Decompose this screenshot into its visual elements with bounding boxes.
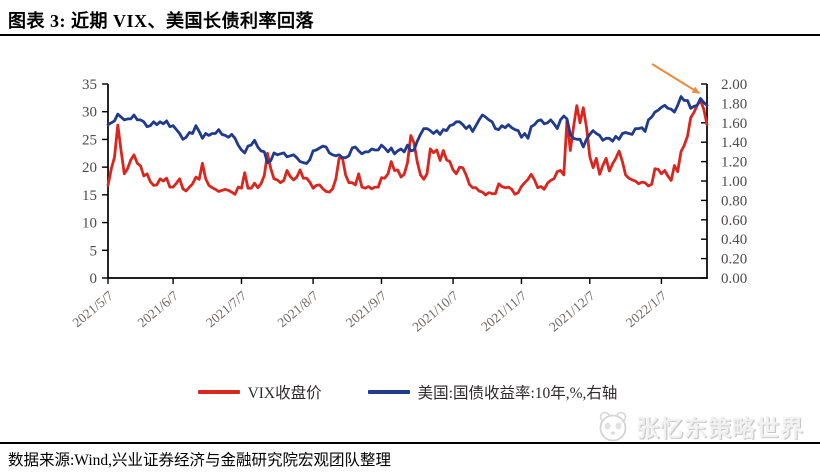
right-axis-tick-label: 1.80 xyxy=(721,96,747,112)
left-axis-tick-label: 10 xyxy=(82,216,97,232)
right-axis-tick-label: 0.00 xyxy=(721,271,747,287)
x-axis-tick-label: 2021/5/7 xyxy=(70,288,117,331)
ust10y-line-swatch xyxy=(367,390,410,394)
x-axis-tick-label: 2021/8/7 xyxy=(275,288,322,331)
right-axis-tick-label: 1.60 xyxy=(721,116,747,132)
right-axis-tick-label: 0.80 xyxy=(721,193,747,209)
ust10y-legend-label: 美国:国债收益率:10年,%,右轴 xyxy=(417,385,618,402)
right-axis-tick-label: 2.00 xyxy=(721,77,747,93)
left-axis-tick-label: 20 xyxy=(82,160,97,176)
x-axis-tick-label: 2021/12/7 xyxy=(546,288,598,335)
panda-logo-icon xyxy=(599,411,627,442)
right-axis: 2.00 1.80 1.60 1.40 1.20 1.00 0.80 0.60 0.40 0.20… xyxy=(701,77,747,287)
title-divider xyxy=(0,34,820,36)
watermark-text: 张忆东策略世界 xyxy=(636,416,804,441)
right-axis-tick-label: 1.00 xyxy=(721,174,747,190)
left-axis-tick-label: 35 xyxy=(82,77,97,93)
x-axis-tick-label: 2021/6/7 xyxy=(135,288,182,331)
left-axis: 35 30 25 20 15 10 5 0 xyxy=(82,77,108,287)
right-axis-tick-label: 0.20 xyxy=(721,252,747,268)
x-axis-tick-label: 2021/9/7 xyxy=(343,288,390,331)
annotation-arrow-icon xyxy=(651,63,701,94)
vix-line xyxy=(106,99,709,197)
x-axis-tick-label: 2022/1/7 xyxy=(623,288,670,331)
left-axis-tick-label: 0 xyxy=(90,271,98,287)
vix-line-swatch xyxy=(197,390,240,394)
chart-legend: VIX收盘价 美国:国债收益率:10年,%,右轴 xyxy=(108,380,707,404)
right-axis-tick-label: 0.60 xyxy=(721,213,747,229)
legend-item-vix: VIX收盘价 xyxy=(197,381,322,403)
data-source-note: 数据来源:Wind,兴业证券经济与金融研究院宏观团队整理 xyxy=(8,452,391,469)
x-axis-tick-label: 2021/7/7 xyxy=(203,288,250,331)
watermark: 张忆东策略世界 xyxy=(596,409,804,443)
x-axis-tick-label: 2021/10/7 xyxy=(409,288,461,335)
x-axis: 2021/5/7 2021/6/7 2021/7/7 2021/8/7 2021/9/7… xyxy=(70,278,670,335)
left-axis-tick-label: 15 xyxy=(82,188,97,204)
right-axis-tick-label: 1.40 xyxy=(721,135,747,151)
left-axis-tick-label: 5 xyxy=(90,243,98,259)
right-axis-tick-label: 0.40 xyxy=(721,232,747,248)
figure-title: 图表 3: 近期 VIX、美国长债利率回落 xyxy=(8,11,314,31)
right-axis-tick-label: 1.20 xyxy=(721,155,747,171)
vix-legend-label: VIX收盘价 xyxy=(247,385,322,402)
footer-divider xyxy=(0,442,820,444)
left-axis-tick-label: 25 xyxy=(82,132,97,148)
left-axis-tick-label: 30 xyxy=(82,105,97,121)
legend-item-ust10y: 美国:国债收益率:10年,%,右轴 xyxy=(367,381,618,403)
chart-axes xyxy=(107,84,708,279)
ust10y-line xyxy=(106,95,709,165)
x-axis-tick-label: 2021/11/7 xyxy=(478,288,529,335)
